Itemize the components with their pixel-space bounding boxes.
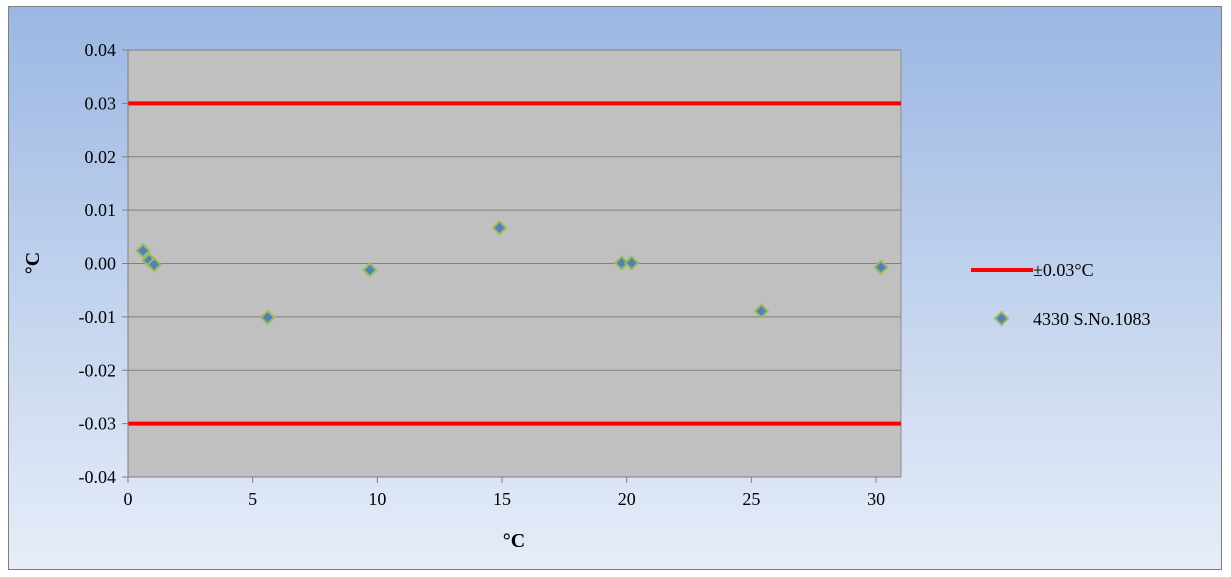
data-point [491,219,508,236]
x-tick-label: 5 [248,489,257,509]
x-tick-label: 30 [867,489,885,509]
data-point [873,259,889,276]
legend-limit-label: ±0.03°C [1033,260,1094,280]
x-tick-label: 15 [493,489,511,509]
scatter-chart: 0.04 0.03 0.02 0.01 0.00 -0.01 -0.02 -0.03 -0.04… [22,40,1151,552]
data-points [135,219,889,326]
limit-lines [128,101,901,426]
data-point [146,256,162,273]
chart-frame: 0.04 0.03 0.02 0.01 0.00 -0.01 -0.02 -0.03 -0.04… [8,6,1222,570]
y-tick-label: 0.04 [85,40,117,60]
y-tick-label: -0.02 [79,360,117,380]
legend: ±0.03°C 4330 S.No.1083 [971,260,1151,329]
x-tick-label: 0 [124,489,133,509]
data-point [753,303,770,319]
data-point [259,309,276,326]
x-tick-label: 10 [368,489,386,509]
y-tick-label: 0.01 [85,200,117,220]
data-point [135,242,151,259]
y-tick-label: 0.03 [85,93,117,113]
axes: 0.04 0.03 0.02 0.01 0.00 -0.01 -0.02 -0.03 -0.04… [79,40,901,509]
x-tick-label: 25 [742,489,760,509]
y-axis-title: °C [22,252,44,274]
data-point [623,255,640,271]
y-tick-label: 0.02 [85,147,117,167]
legend-series-swatch [993,310,1010,327]
data-point [362,262,378,278]
y-tick-label: 0.00 [85,254,117,274]
y-tick-label: -0.04 [79,467,117,487]
y-tick-label: -0.03 [79,414,117,434]
x-tick-label: 20 [618,489,636,509]
y-tick-label: -0.01 [79,307,117,327]
data-point [613,255,630,271]
x-axis-title: °C [503,530,525,552]
legend-series-label: 4330 S.No.1083 [1033,309,1151,329]
